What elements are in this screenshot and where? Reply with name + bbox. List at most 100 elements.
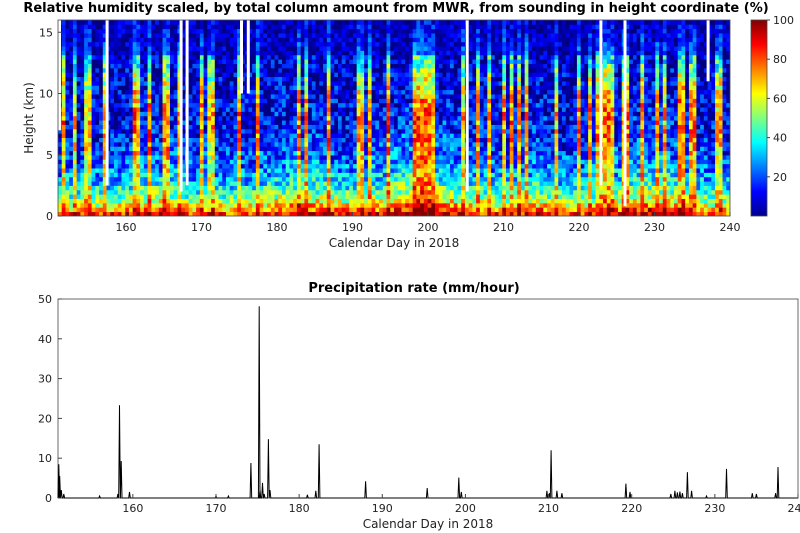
heatmap-cell [431, 168, 436, 173]
heatmap-cell [114, 207, 119, 213]
heatmap-cell [267, 59, 272, 64]
heatmap-cell [147, 107, 152, 112]
heatmap-cell [371, 67, 376, 73]
heatmap-cell [203, 202, 208, 208]
heatmap-cell [140, 155, 145, 160]
heatmap-cell [244, 59, 249, 64]
heatmap-cell [315, 137, 320, 143]
heatmap-cell [114, 85, 119, 91]
heatmap-cell [367, 94, 372, 99]
heatmap-cell [427, 155, 432, 160]
heatmap-cell [420, 94, 425, 99]
heatmap-cell [352, 63, 358, 69]
heatmap-cell [315, 28, 320, 34]
heatmap-cell [237, 107, 242, 112]
heatmap-cell [382, 137, 387, 143]
heatmap-cell [155, 146, 160, 152]
heatmap-cell [427, 89, 432, 95]
heatmap-cell [450, 98, 455, 104]
heatmap-cell [147, 20, 152, 25]
heatmap-cell [371, 24, 376, 30]
heatmap-cell [162, 94, 167, 99]
heatmap-cell [300, 120, 305, 125]
heatmap-cell [352, 50, 358, 56]
heatmap-cell [386, 59, 391, 64]
heatmap-cell [192, 181, 197, 186]
heatmap-cell [293, 202, 298, 208]
heatmap-cell [72, 37, 78, 43]
heatmap-cell [102, 33, 107, 38]
heatmap-cell [248, 128, 253, 134]
heatmap-cell [181, 128, 186, 134]
heatmap-cell [222, 159, 227, 165]
heatmap-cell [394, 207, 399, 213]
heatmap-cell [170, 141, 175, 147]
heatmap-cell [412, 24, 417, 30]
heatmap-cell [267, 128, 272, 134]
heatmap-cell [405, 159, 410, 165]
heatmap-cell [282, 189, 287, 195]
heatmap-cell [371, 172, 376, 178]
heatmap-cell [438, 168, 443, 173]
heatmap-cell [214, 176, 219, 182]
heatmap-cell [110, 37, 115, 43]
heatmap-cell [80, 59, 85, 64]
heatmap-cell [259, 85, 264, 91]
heatmap-cell [334, 20, 339, 25]
heatmap-cell [341, 133, 346, 138]
heatmap-cell [240, 155, 246, 160]
heatmap-cell [143, 159, 148, 165]
heatmap-cell [95, 46, 100, 51]
heatmap-cell [151, 28, 156, 34]
heatmap-cell [416, 46, 421, 51]
heatmap-cell [356, 20, 361, 25]
heatmap-cell [270, 50, 275, 56]
heatmap-cell [162, 72, 167, 78]
heatmap-cell [435, 59, 440, 64]
heatmap-cell [293, 159, 298, 165]
heatmap-cell [214, 59, 219, 64]
heatmap-cell [155, 33, 160, 38]
heatmap-cell [110, 98, 115, 104]
heatmap-cell [166, 211, 171, 216]
heatmap-cell [420, 137, 425, 143]
heatmap-cell [461, 41, 466, 47]
heatmap-cell [95, 72, 100, 78]
heatmap-cell [326, 189, 331, 195]
heatmap-cell [207, 111, 212, 117]
heatmap-cell [99, 146, 104, 152]
heatmap-cell [431, 41, 436, 47]
heatmap-cell [259, 198, 264, 204]
heatmap-cell [69, 111, 74, 117]
heatmap-cell [117, 181, 122, 186]
heatmap-cell [252, 76, 257, 82]
heatmap-cell [106, 194, 111, 199]
heatmap-cell [61, 41, 66, 47]
heatmap-cell [87, 202, 92, 208]
heatmap-cell [453, 59, 458, 64]
heatmap-cell [412, 76, 417, 82]
heatmap-cell [296, 202, 302, 208]
heatmap-cell [192, 120, 197, 125]
heatmap-cell [442, 137, 447, 143]
heatmap-cell [450, 28, 455, 34]
heatmap-cell [65, 54, 70, 60]
heatmap-cell [211, 176, 216, 182]
heatmap-cell [326, 115, 331, 121]
heatmap-cell [226, 194, 231, 199]
heatmap-cell [255, 111, 260, 117]
heatmap-cell [319, 28, 324, 34]
heatmap-cell [80, 111, 85, 117]
heatmap-cell [386, 89, 391, 95]
heatmap-cell [95, 54, 100, 60]
heatmap-cell [214, 67, 219, 73]
heatmap-cell [282, 54, 287, 60]
heatmap-cell [427, 128, 432, 134]
heatmap-cell [390, 146, 395, 152]
heatmap-cell [431, 107, 436, 112]
heatmap-cell [151, 198, 156, 204]
heatmap-cell [170, 185, 175, 191]
heatmap-cell [151, 89, 156, 95]
heatmap-cell [435, 20, 440, 25]
heatmap-cell [453, 50, 458, 56]
